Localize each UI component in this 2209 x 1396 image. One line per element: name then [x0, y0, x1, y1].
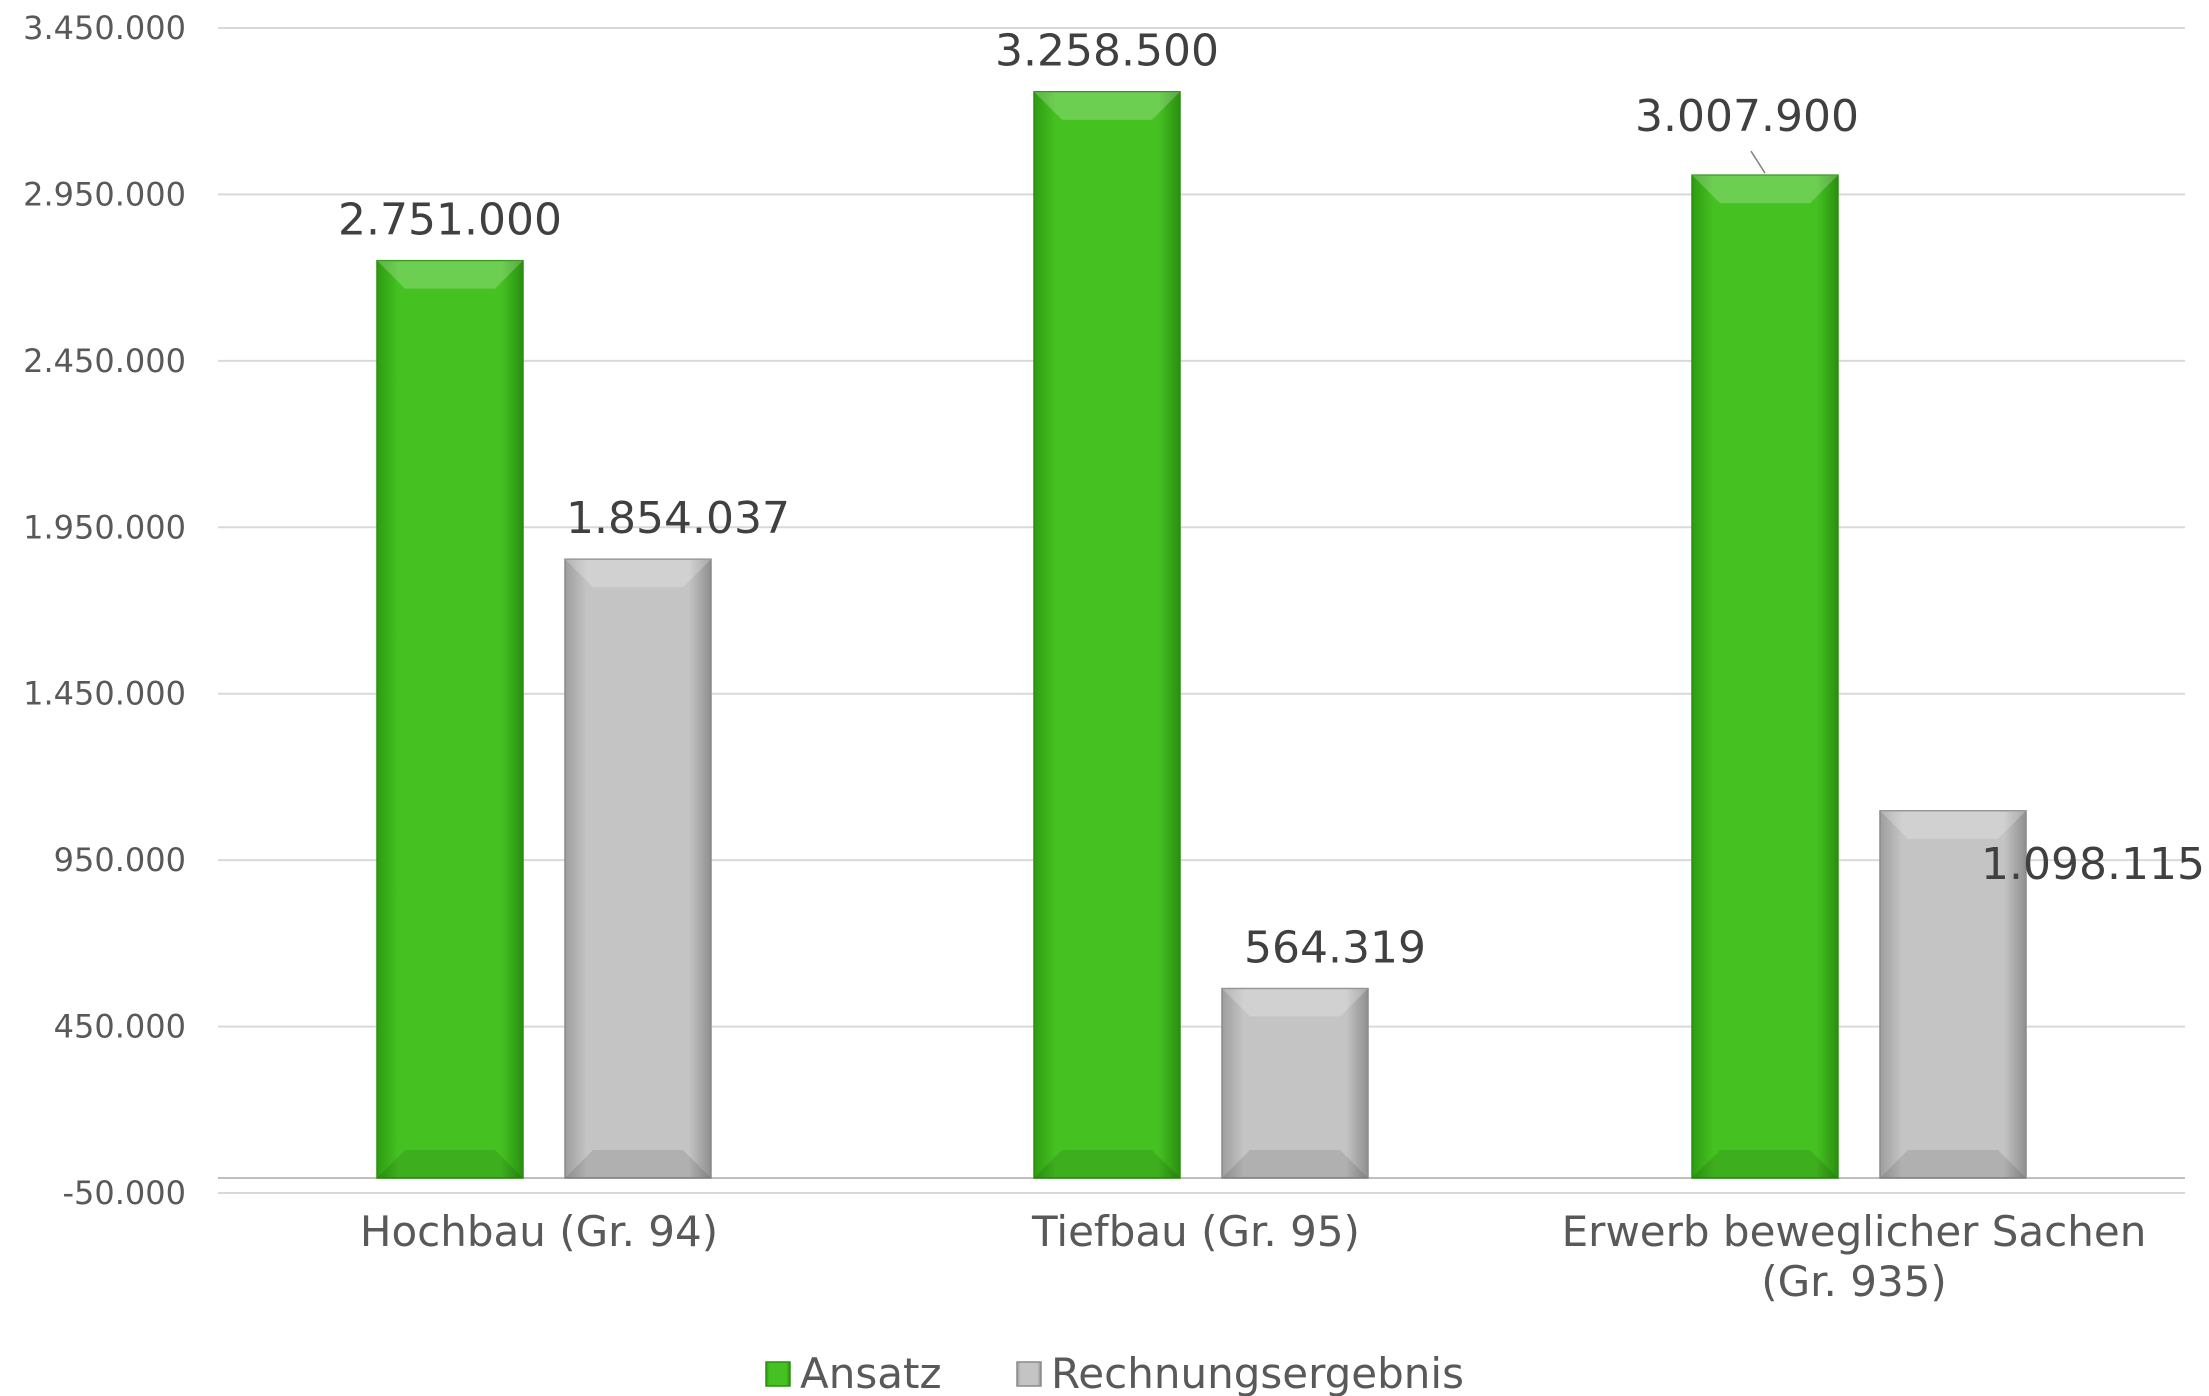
- legend-swatch: [765, 1361, 791, 1387]
- bar-rechnungsergebnis: [1879, 810, 2027, 1179]
- category-label-line: (Gr. 935): [1761, 1257, 1947, 1306]
- bar-body: [564, 558, 712, 1179]
- bar-rechnungsergebnis: [564, 558, 712, 1179]
- legend-label: Rechnungsergebnis: [1051, 1349, 1464, 1396]
- bar-body: [1879, 810, 2027, 1179]
- y-tick-label: -50.000: [62, 1174, 186, 1212]
- y-axis-tick-labels: -50.000 450.000 950.000 1.450.000 1.950.000 2…: [23, 9, 186, 1212]
- y-tick-label: 2.950.000: [23, 175, 186, 213]
- category-label: Erwerb beweglicher Sachen (Gr. 935): [1562, 1207, 2147, 1306]
- category-label-line: Erwerb beweglicher Sachen: [1562, 1207, 2147, 1256]
- y-tick-label: 3.450.000: [23, 9, 186, 47]
- y-tick-label: 1.950.000: [23, 508, 186, 546]
- legend-swatch: [1016, 1361, 1042, 1387]
- legend: Ansatz Rechnungsergebnis: [765, 1349, 1464, 1396]
- bar-bevel-top: [377, 260, 523, 289]
- data-label: 564.319: [1244, 923, 1426, 974]
- bar-bevel-bottom: [1692, 1150, 1838, 1178]
- data-label: 3.007.900: [1635, 91, 1859, 142]
- bar-bevel-top: [1880, 810, 2026, 839]
- bar-bevel-top: [1034, 91, 1180, 120]
- gridlines: [218, 27, 2185, 1194]
- category-label: Hochbau (Gr. 94): [360, 1207, 718, 1256]
- legend-item: Rechnungsergebnis: [1016, 1349, 1464, 1396]
- bar-rechnungsergebnis: [1221, 987, 1369, 1179]
- bar-ansatz: [1691, 174, 1839, 1179]
- bar-body: [376, 259, 524, 1179]
- bar-ansatz: [1033, 90, 1181, 1179]
- bar-body: [1033, 90, 1181, 1179]
- data-label: 1.854.037: [566, 493, 790, 544]
- bar-body: [1221, 987, 1369, 1179]
- bar-bevel-top: [1222, 988, 1368, 1017]
- y-tick-label: 950.000: [54, 841, 186, 879]
- bar-bevel-bottom: [1880, 1150, 2026, 1178]
- data-label: 2.751.000: [338, 195, 562, 246]
- bar-bevel-bottom: [1222, 1150, 1368, 1178]
- bar-bevel-bottom: [1034, 1150, 1180, 1178]
- legend-item: Ansatz: [765, 1349, 941, 1396]
- data-label: 3.258.500: [995, 26, 1219, 77]
- category-label-line: Hochbau (Gr. 94): [360, 1207, 718, 1256]
- legend-label: Ansatz: [800, 1349, 941, 1396]
- y-tick-label: 2.450.000: [23, 342, 186, 380]
- data-label-leader-line: [1750, 150, 1766, 174]
- bar-bevel-top: [1692, 175, 1838, 204]
- category-label: Tiefbau (Gr. 95): [1031, 1207, 1360, 1256]
- y-tick-label: 450.000: [54, 1008, 186, 1046]
- y-tick-label: 1.450.000: [23, 675, 186, 713]
- x-axis-category-labels: Hochbau (Gr. 94) Tiefbau (Gr. 95) Erwerb b…: [360, 1207, 2146, 1306]
- bar-bevel-top: [565, 559, 711, 588]
- category-label-line: Tiefbau (Gr. 95): [1031, 1207, 1360, 1256]
- data-label: 1.098.115: [1981, 839, 2205, 890]
- bar-bevel-bottom: [565, 1150, 711, 1178]
- data-labels: 2.751.000 1.854.037 3.258.500 564.319 3.007.…: [338, 26, 2205, 974]
- bar-body: [1691, 174, 1839, 1179]
- bar-ansatz: [376, 259, 524, 1179]
- bar-bevel-bottom: [377, 1150, 523, 1178]
- bars: [376, 90, 2027, 1179]
